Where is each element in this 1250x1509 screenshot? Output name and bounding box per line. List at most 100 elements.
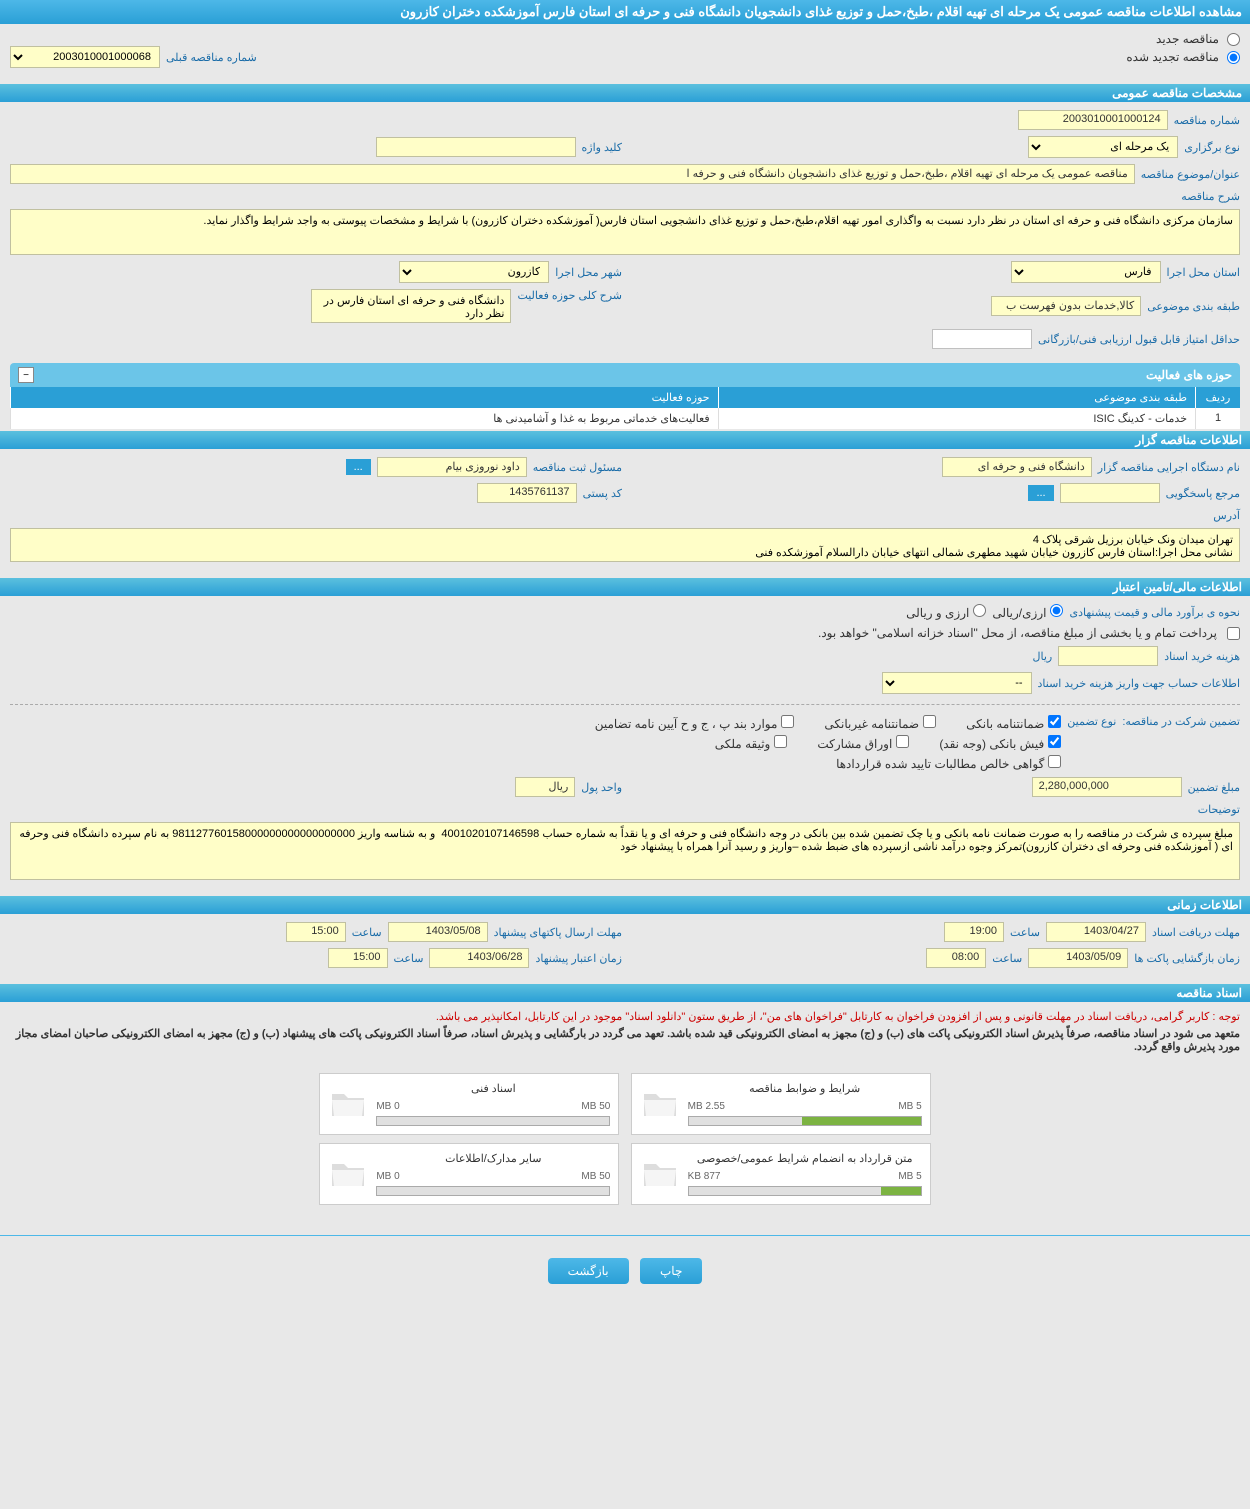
time-label-4: ساعت (394, 952, 424, 965)
doc-box-contract[interactable]: متن قرارداد به انضمام شرایط عمومی/خصوصی … (631, 1143, 931, 1205)
keyword-label: کلید واژه (582, 141, 622, 154)
receive-date: 1403/04/27 (1046, 922, 1146, 942)
account-select[interactable]: -- (882, 672, 1032, 694)
doc-cost-input[interactable] (1058, 646, 1158, 666)
valid-date: 1403/06/28 (429, 948, 529, 968)
valid-time: 15:00 (328, 948, 388, 968)
send-label: مهلت ارسال پاکتهای پیشنهاد (494, 926, 622, 939)
org-field: دانشگاه فنی و حرفه ای (942, 457, 1092, 477)
g-receivables-checkbox[interactable]: گواهی خالص مطالبات تایید شده قراردادها (836, 757, 1061, 771)
activity-panel-title: حوزه های فعالیت (1146, 368, 1232, 382)
g-collateral-checkbox[interactable]: وثیقه ملکی (715, 735, 788, 751)
postal-field: 1435761137 (477, 483, 577, 503)
g-bonds-checkbox[interactable]: اوراق مشارکت (817, 735, 909, 751)
docs-note-red: توجه : کاربر گرامی، دریافت اسناد در مهلت… (10, 1010, 1240, 1023)
method-label: نحوه ی برآورد مالی و قیمت پیشنهادی (1069, 606, 1240, 619)
folder-icon (328, 1154, 368, 1194)
g-cash-checkbox[interactable]: فیش بانکی (وجه نقد) (939, 735, 1061, 751)
province-select[interactable]: فارس (1011, 261, 1161, 283)
subject-field: مناقصه عمومی یک مرحله ای تهیه اقلام ،طبخ… (10, 164, 1135, 184)
amount-field: 2,280,000,000 (1032, 777, 1182, 797)
address-label: آدرس (1213, 509, 1240, 522)
receive-label: مهلت دریافت اسناد (1152, 926, 1240, 939)
progress-fill-3 (881, 1187, 920, 1195)
doc-box-technical[interactable]: اسناد فنی 50 MB0 MB (319, 1073, 619, 1135)
receive-time: 19:00 (944, 922, 1004, 942)
progress-fill-1 (802, 1117, 920, 1125)
tender-number-field: 2003010001000124 (1018, 110, 1168, 130)
rial-arz-radio[interactable]: ارزی/ریالی (992, 604, 1063, 620)
col-row-header: ردیف (1195, 387, 1240, 408)
valid-label: زمان اعتبار پیشنهاد (535, 952, 622, 965)
tender-renewed-radio[interactable]: مناقصه تجدید شده (1126, 50, 1240, 64)
registrar-lookup-button[interactable]: ... (346, 459, 371, 475)
activity-table-header: ردیف طبقه بندی موضوعی حوزه فعالیت (10, 387, 1240, 408)
row-activity: فعالیت‌های خدماتی مربوط به غذا و آشامیدن… (10, 408, 718, 429)
unit-label: واحد پول (581, 781, 622, 794)
tender-new-radio[interactable]: مناقصه جدید (10, 32, 1240, 46)
registrar-field: داود نوروزی بیام (377, 457, 527, 477)
reference-lookup-button[interactable]: ... (1028, 485, 1053, 501)
reference-label: مرجع پاسخگویی (1166, 487, 1240, 500)
table-row: 1 خدمات - کدینگ ISIC فعالیت‌های خدماتی م… (10, 408, 1240, 429)
city-select[interactable]: کازرون (399, 261, 549, 283)
prev-tender-label: شماره مناقصه قبلی (166, 51, 257, 64)
doc-title: سایر مدارک/اطلاعات (376, 1152, 610, 1165)
arz-rial-radio[interactable]: ارزی و ریالی (906, 604, 986, 620)
time-label-1: ساعت (1010, 926, 1040, 939)
guarantee-title: تضمین شرکت در مناقصه: (1122, 715, 1240, 728)
page-title: مشاهده اطلاعات مناقصه عمومی یک مرحله ای … (0, 0, 1250, 24)
registrar-label: مسئول ثبت مناقصه (533, 461, 622, 474)
subject-label: عنوان/موضوع مناقصه (1141, 168, 1240, 181)
doc-box-conditions[interactable]: شرایط و ضوابط مناقصه 5 MB2.55 MB (631, 1073, 931, 1135)
section-organizer: اطلاعات مناقصه گزار (0, 431, 1250, 449)
section-financial: اطلاعات مالی/تامین اعتبار (0, 578, 1250, 596)
g-bank-checkbox[interactable]: ضمانتنامه بانکی (966, 715, 1061, 731)
address-textarea[interactable]: تهران میدان ونک خیابان برزیل شرقی پلاک 4… (10, 528, 1240, 562)
send-date: 1403/05/08 (388, 922, 488, 942)
min-score-input[interactable] (932, 329, 1032, 349)
section-general: مشخصات مناقصه عمومی (0, 84, 1250, 102)
send-time: 15:00 (286, 922, 346, 942)
notes-textarea[interactable]: مبلغ سپرده ی شرکت در مناقصه را به صورت ض… (10, 822, 1240, 880)
org-label: نام دستگاه اجرایی مناقصه گزار (1098, 461, 1240, 474)
activity-desc-label: شرح کلی حوزه فعالیت (517, 289, 622, 302)
folder-icon (640, 1084, 680, 1124)
account-label: اطلاعات حساب جهت واریز هزینه خرید اسناد (1038, 677, 1240, 690)
desc-textarea[interactable]: سازمان مرکزی دانشگاه فنی و حرفه ای استان… (10, 209, 1240, 255)
treasury-note: پرداخت تمام و یا بخشی از مبلغ مناقصه، از… (818, 626, 1217, 640)
doc-cost-label: هزینه خرید اسناد (1164, 650, 1240, 663)
collapse-button[interactable]: − (18, 367, 34, 383)
print-button[interactable]: چاپ (640, 1258, 702, 1284)
tender-new-label: مناقصه جدید (1156, 32, 1219, 46)
keyword-input[interactable] (376, 137, 576, 157)
folder-icon (640, 1154, 680, 1194)
row-category: خدمات - کدینگ ISIC (718, 408, 1195, 429)
guarantee-type-label: نوع تضمین (1067, 715, 1116, 728)
notes-label: توضیحات (1198, 803, 1240, 816)
tender-renewed-label: مناقصه تجدید شده (1126, 50, 1219, 64)
postal-label: کد پستی (583, 487, 622, 500)
prev-tender-select[interactable]: 2003010001000068 (10, 46, 160, 68)
amount-label: مبلغ تضمین (1188, 781, 1240, 794)
open-label: زمان بازگشایی پاکت ها (1134, 952, 1240, 965)
activity-desc-textarea[interactable]: دانشگاه فنی و حرفه ای استان فارس در نظر … (311, 289, 511, 323)
doc-box-other[interactable]: سایر مدارک/اطلاعات 50 MB0 MB (319, 1143, 619, 1205)
back-button[interactable]: بازگشت (548, 1258, 629, 1284)
open-date: 1403/05/09 (1028, 948, 1128, 968)
section-timing: اطلاعات زمانی (0, 896, 1250, 914)
section-docs: اسناد مناقصه (0, 984, 1250, 1002)
reference-input[interactable] (1060, 483, 1160, 503)
col-activity-header: حوزه فعالیت (10, 387, 718, 408)
treasury-checkbox[interactable] (1227, 627, 1240, 640)
g-clauses-checkbox[interactable]: موارد بند پ ، ج و ح آیین نامه تضامین (595, 715, 795, 731)
doc-title: اسناد فنی (376, 1082, 610, 1095)
tender-number-label: شماره مناقصه (1174, 114, 1240, 127)
docs-note-bold: متعهد می شود در اسناد مناقصه، صرفاً پذیر… (10, 1027, 1240, 1053)
row-number: 1 (1195, 408, 1240, 429)
g-nonbank-checkbox[interactable]: ضمانتنامه غیربانکی (824, 715, 936, 731)
rial-unit: ریال (1032, 650, 1052, 663)
unit-field: ریال (515, 777, 575, 797)
col-category-header: طبقه بندی موضوعی (718, 387, 1195, 408)
type-select[interactable]: یک مرحله ای (1028, 136, 1178, 158)
